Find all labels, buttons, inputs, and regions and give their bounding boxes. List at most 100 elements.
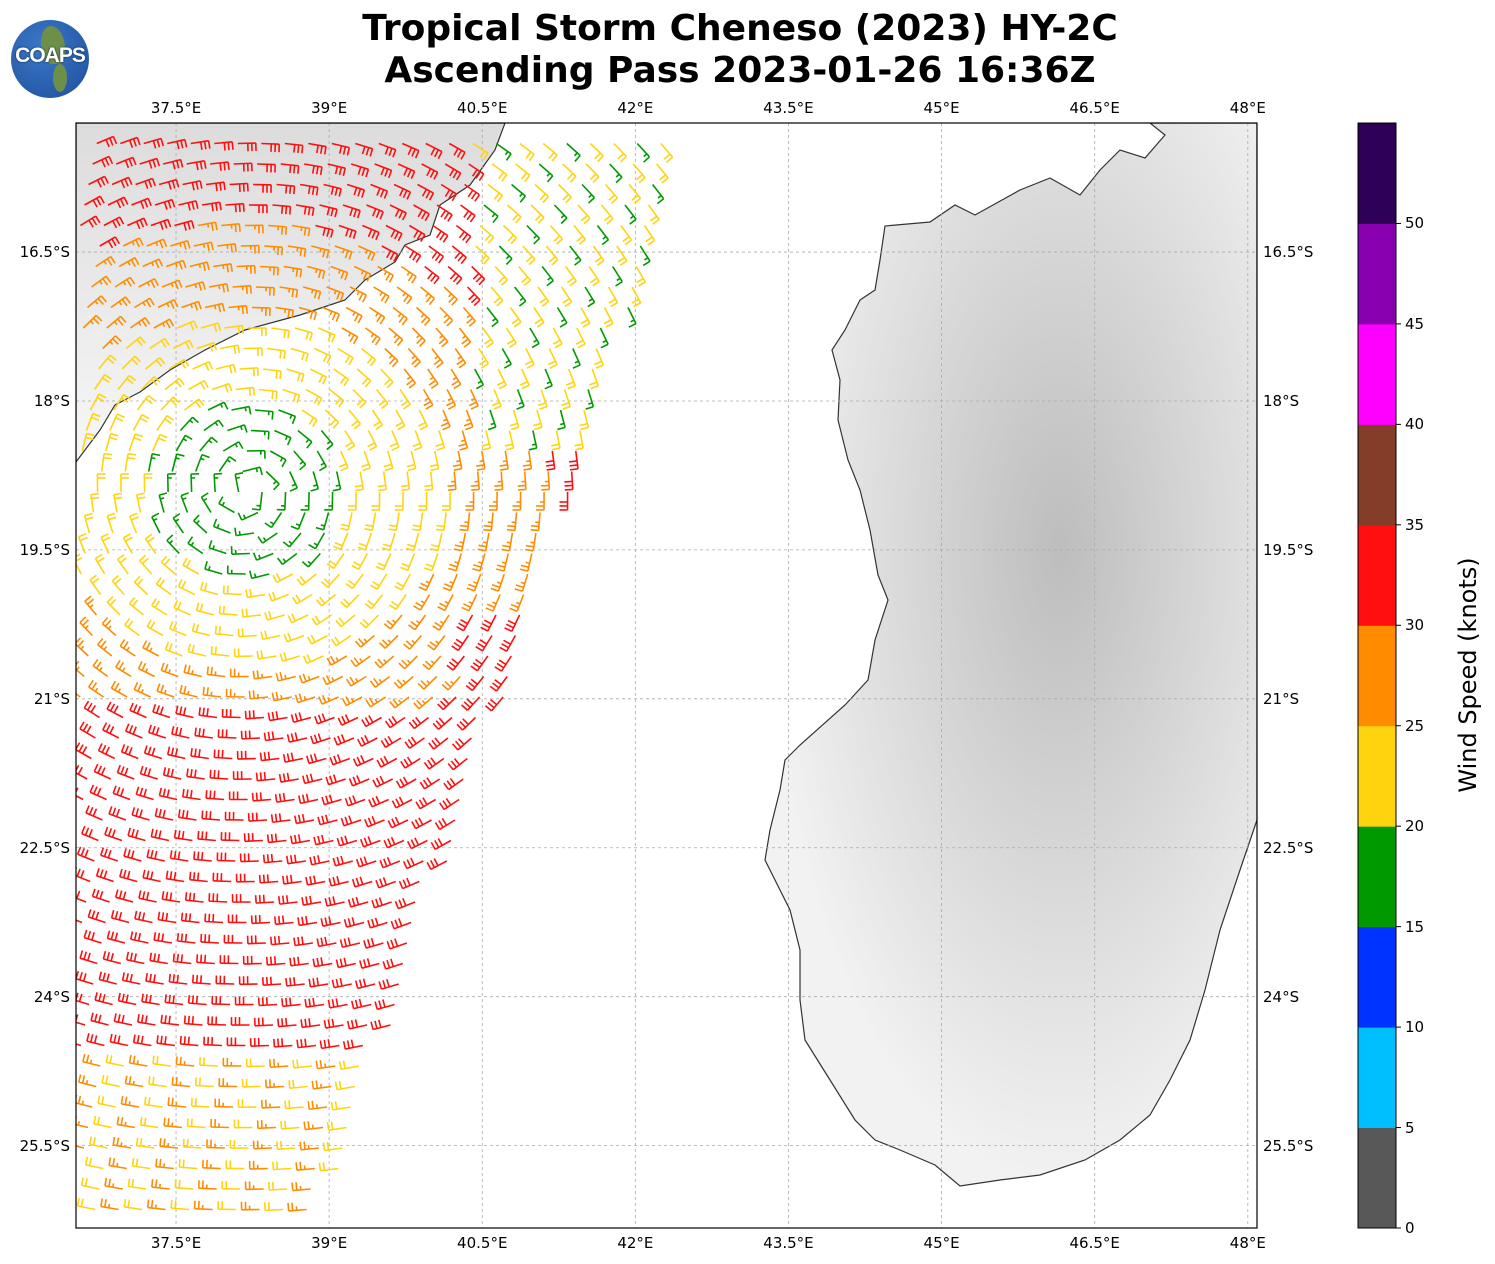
wind-barb xyxy=(526,224,541,245)
wind-barb xyxy=(139,765,158,780)
wind-barb xyxy=(475,245,490,265)
wind-barb xyxy=(135,177,156,189)
wind-barb xyxy=(465,675,485,692)
wind-barb xyxy=(385,224,403,242)
wind-barb xyxy=(465,491,475,511)
wind-barb xyxy=(294,693,316,704)
wind-barb xyxy=(441,491,451,511)
colorbar-frame xyxy=(1357,122,1397,1229)
wind-barb xyxy=(390,918,412,930)
wind-barb xyxy=(535,491,545,511)
wind-barb xyxy=(264,512,283,529)
wind-barb xyxy=(628,183,642,205)
wind-barb xyxy=(331,978,352,989)
wind-barb xyxy=(264,610,285,621)
wind-barb xyxy=(441,675,461,691)
wind-barb xyxy=(117,992,137,1006)
wind-barb xyxy=(222,1057,242,1067)
lat-tick-right: 18°S xyxy=(1263,391,1300,410)
wind-barb xyxy=(149,337,170,350)
wind-barb xyxy=(298,793,319,805)
wind-barb xyxy=(256,650,277,660)
wind-barb xyxy=(265,956,286,966)
wind-barb xyxy=(349,286,367,303)
wind-barb xyxy=(585,163,600,183)
wind-barb xyxy=(340,815,362,827)
wind-barb xyxy=(375,553,392,571)
lat-tick-left: 24°S xyxy=(33,987,70,1006)
wind-barb xyxy=(604,183,619,204)
wind-barb xyxy=(574,430,584,451)
wind-barb xyxy=(151,1179,170,1190)
wind-barb xyxy=(202,686,222,698)
wind-barb xyxy=(283,265,303,278)
wind-barb xyxy=(187,536,204,555)
wind-barb xyxy=(338,224,357,240)
wind-barb xyxy=(479,224,495,244)
wind-barb xyxy=(398,655,418,670)
wind-barb xyxy=(338,450,349,472)
wind-barb xyxy=(458,430,469,451)
wind-barb xyxy=(261,142,281,153)
wind-barb xyxy=(179,684,198,698)
wind-barb xyxy=(113,492,123,513)
wind-barb xyxy=(580,307,591,328)
wind-barb xyxy=(651,184,665,205)
wind-barb xyxy=(504,614,521,633)
colorbar-bin xyxy=(1358,524,1396,626)
wind-barb xyxy=(353,265,372,282)
wind-barb xyxy=(519,142,535,162)
wind-barb xyxy=(214,625,234,637)
wind-barb xyxy=(522,450,533,471)
wind-barb xyxy=(600,204,614,225)
wind-barb xyxy=(229,668,249,678)
wind-barb xyxy=(588,266,600,287)
wind-barb xyxy=(246,935,266,945)
wind-barb xyxy=(627,307,637,328)
wind-barb xyxy=(111,176,133,189)
wind-barb xyxy=(447,265,463,285)
wind-barb xyxy=(541,266,554,287)
wind-barb xyxy=(158,178,180,190)
wind-barb xyxy=(274,792,295,803)
wind-barb xyxy=(380,368,394,389)
wind-barb xyxy=(488,491,498,511)
wind-barb xyxy=(243,832,263,843)
wind-barb xyxy=(244,710,265,720)
wind-barb xyxy=(257,163,276,173)
wind-barb xyxy=(104,1177,123,1190)
wind-barb xyxy=(79,721,96,739)
wind-barb xyxy=(81,432,95,452)
wind-barb xyxy=(370,183,389,199)
wind-barb xyxy=(257,532,278,544)
wind-barb xyxy=(271,691,292,702)
wind-barb xyxy=(294,327,313,341)
wind-barb xyxy=(241,608,262,618)
wind-barb xyxy=(424,265,440,285)
wind-barb xyxy=(191,974,211,985)
wind-barb xyxy=(142,258,164,269)
wind-barb xyxy=(460,204,476,223)
lat-tick-right: 24°S xyxy=(1263,987,1300,1006)
wind-barb xyxy=(138,277,159,288)
wind-barb xyxy=(381,245,399,262)
wind-barb xyxy=(171,726,190,739)
wind-barb xyxy=(193,1200,213,1211)
wind-barb xyxy=(501,348,512,369)
wind-barb xyxy=(132,1034,152,1047)
wind-barb xyxy=(418,573,435,592)
wind-barb xyxy=(300,1018,321,1029)
wind-barb xyxy=(201,201,222,212)
wind-barb xyxy=(247,812,268,822)
colorbar-tick: 15 xyxy=(1405,917,1425,936)
wind-barb xyxy=(244,224,264,234)
wind-barb xyxy=(223,934,243,944)
wind-barb xyxy=(451,635,470,652)
wind-barb xyxy=(259,751,280,762)
wind-barb xyxy=(173,829,193,842)
wind-barb xyxy=(280,163,300,174)
wind-barb xyxy=(364,512,377,532)
wind-barb xyxy=(150,828,170,842)
wind-barb xyxy=(357,735,378,747)
wind-barb xyxy=(277,895,298,905)
